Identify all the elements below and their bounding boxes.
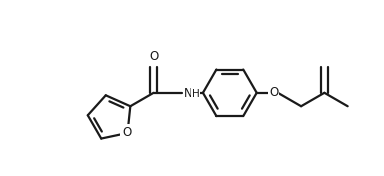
Text: N: N: [184, 87, 192, 100]
Text: O: O: [269, 86, 278, 99]
Text: O: O: [149, 50, 158, 63]
Text: H: H: [192, 89, 200, 99]
Text: O: O: [122, 125, 131, 139]
